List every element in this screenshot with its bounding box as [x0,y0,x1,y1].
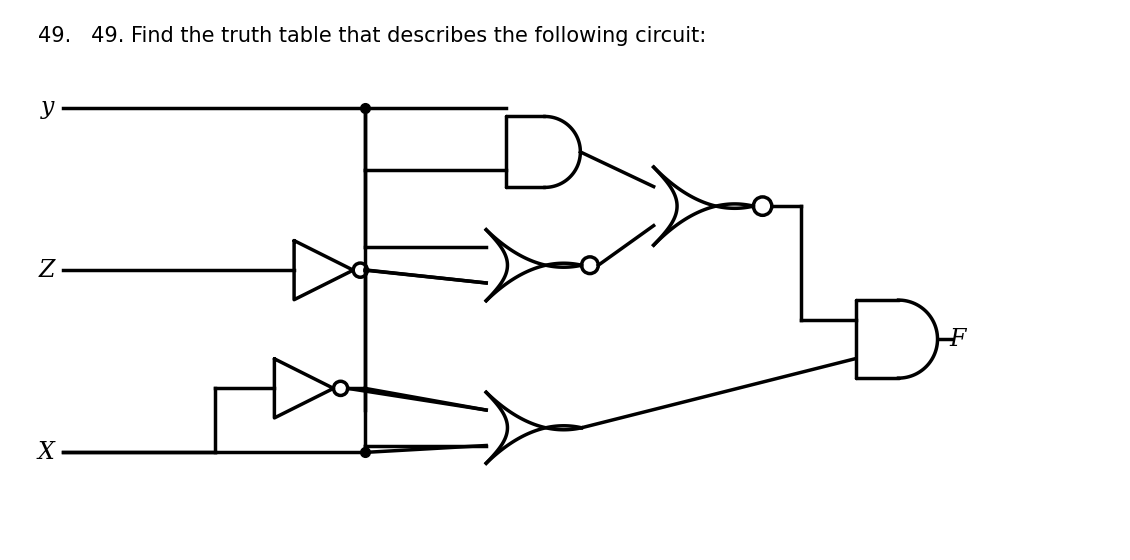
Text: Z: Z [38,259,54,282]
Text: F: F [949,328,966,351]
Text: y: y [42,96,54,119]
Text: X: X [37,441,54,464]
Text: 49.   49. Find the truth table that describes the following circuit:: 49. 49. Find the truth table that descri… [38,26,706,46]
